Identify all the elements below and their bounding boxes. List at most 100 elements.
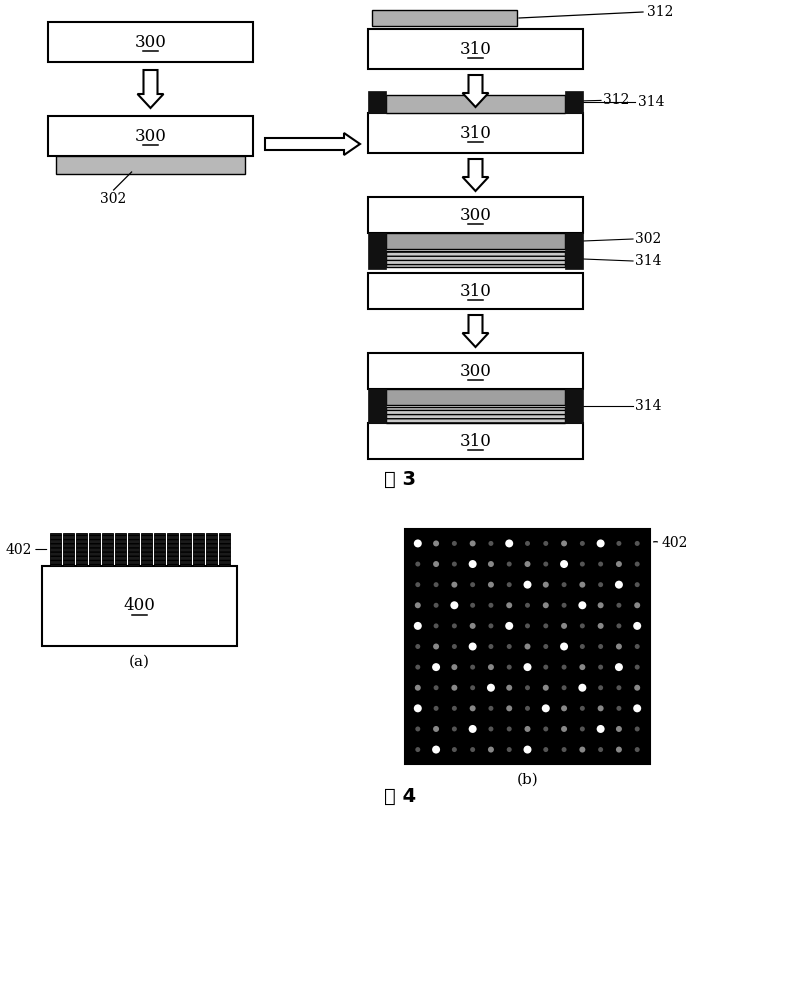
Circle shape <box>598 706 604 712</box>
Circle shape <box>452 541 457 546</box>
Polygon shape <box>265 133 360 155</box>
Circle shape <box>470 603 475 608</box>
Circle shape <box>414 622 422 630</box>
Bar <box>386 407 565 423</box>
Text: 314: 314 <box>635 399 662 413</box>
Circle shape <box>525 541 530 546</box>
Circle shape <box>543 541 548 546</box>
Circle shape <box>561 541 567 547</box>
Circle shape <box>470 748 475 752</box>
Text: 314: 314 <box>638 95 665 109</box>
Circle shape <box>452 562 457 567</box>
Circle shape <box>451 664 458 670</box>
Circle shape <box>580 706 585 711</box>
Circle shape <box>616 561 622 567</box>
Bar <box>193 533 203 566</box>
Circle shape <box>543 727 548 732</box>
Circle shape <box>578 601 586 609</box>
Bar <box>206 533 217 566</box>
Circle shape <box>452 706 457 711</box>
Circle shape <box>617 624 622 629</box>
Circle shape <box>562 603 566 608</box>
Circle shape <box>598 562 603 567</box>
Bar <box>372 10 517 26</box>
Text: 图 4: 图 4 <box>384 786 416 805</box>
Circle shape <box>506 622 514 630</box>
Circle shape <box>634 748 640 752</box>
Text: 312: 312 <box>647 5 674 19</box>
Circle shape <box>523 746 531 753</box>
Bar <box>166 533 178 566</box>
Circle shape <box>415 665 420 670</box>
Circle shape <box>434 603 438 608</box>
Circle shape <box>598 686 603 691</box>
Text: 图 3: 图 3 <box>384 469 416 488</box>
Text: 400: 400 <box>123 598 155 615</box>
Bar <box>368 29 583 69</box>
Circle shape <box>470 623 476 629</box>
Circle shape <box>489 727 494 732</box>
Bar <box>368 353 583 389</box>
Circle shape <box>598 748 603 752</box>
Bar <box>42 566 237 646</box>
Circle shape <box>634 602 640 608</box>
Circle shape <box>615 663 623 671</box>
Circle shape <box>542 582 549 588</box>
Circle shape <box>488 561 494 567</box>
Circle shape <box>506 644 512 649</box>
Text: 300: 300 <box>459 207 491 224</box>
Text: (b): (b) <box>517 773 538 787</box>
Circle shape <box>525 603 530 608</box>
Text: 310: 310 <box>459 282 491 299</box>
Circle shape <box>489 541 494 546</box>
Bar <box>114 533 126 566</box>
Circle shape <box>616 747 622 752</box>
Polygon shape <box>462 315 489 347</box>
Circle shape <box>450 601 458 609</box>
Circle shape <box>561 726 567 732</box>
Circle shape <box>434 582 438 587</box>
Circle shape <box>616 644 622 650</box>
Circle shape <box>560 560 568 568</box>
Circle shape <box>415 582 420 587</box>
Circle shape <box>525 726 530 732</box>
Circle shape <box>598 623 604 629</box>
Circle shape <box>487 684 495 692</box>
Polygon shape <box>462 75 489 107</box>
Bar <box>141 533 151 566</box>
Circle shape <box>617 686 622 691</box>
Bar <box>154 533 165 566</box>
Circle shape <box>525 624 530 629</box>
Circle shape <box>414 705 422 713</box>
Circle shape <box>580 624 585 629</box>
Bar <box>368 233 386 269</box>
Text: 300: 300 <box>134 128 166 145</box>
Circle shape <box>580 541 585 546</box>
Circle shape <box>434 686 438 691</box>
Circle shape <box>580 644 585 649</box>
Circle shape <box>634 562 640 567</box>
Circle shape <box>470 686 475 691</box>
Circle shape <box>415 727 420 732</box>
Text: 310: 310 <box>459 432 491 449</box>
Circle shape <box>578 684 586 692</box>
Circle shape <box>414 540 422 548</box>
Text: 402: 402 <box>662 536 688 550</box>
Bar <box>368 91 386 113</box>
Circle shape <box>488 747 494 752</box>
Circle shape <box>597 725 605 733</box>
Circle shape <box>451 685 458 691</box>
Circle shape <box>470 706 476 712</box>
Circle shape <box>452 624 457 629</box>
Bar <box>368 423 583 459</box>
Circle shape <box>523 581 531 589</box>
Circle shape <box>542 705 550 713</box>
Bar <box>179 533 190 566</box>
Circle shape <box>543 748 548 752</box>
Circle shape <box>543 644 548 649</box>
Circle shape <box>617 541 622 546</box>
Bar <box>565 389 583 423</box>
Circle shape <box>452 748 457 752</box>
Circle shape <box>561 706 567 712</box>
Circle shape <box>489 644 494 649</box>
